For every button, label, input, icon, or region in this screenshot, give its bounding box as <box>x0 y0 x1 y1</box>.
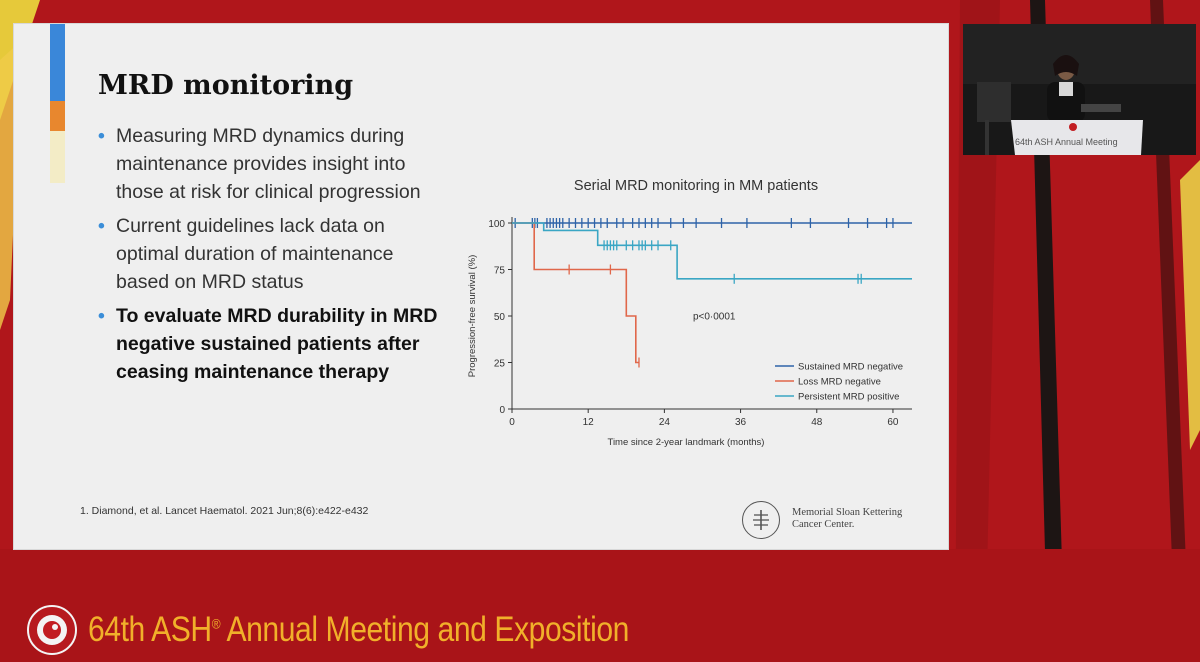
registered-mark: ® <box>211 615 221 632</box>
bullet-text: Current guidelines lack data on optimal … <box>116 215 394 293</box>
bullet-item: • To evaluate MRD durability in MRD negat… <box>96 302 446 386</box>
series-line-3 <box>512 222 912 280</box>
legend-label-1: Sustained MRD negative <box>798 362 903 373</box>
banner-title-main: 64th ASH <box>88 610 212 649</box>
p-value-annotation: p<0·0001 <box>693 312 736 323</box>
x-axis-label: Time since 2-year landmark (months) <box>608 437 765 448</box>
speaker-video: 64th ASH Annual Meeting <box>963 24 1196 155</box>
chart-title: Serial MRD monitoring in MM patients <box>574 178 818 194</box>
x-tick-label: 24 <box>659 417 671 428</box>
legend-label-3: Persistent MRD positive <box>798 392 899 403</box>
banner-title-rest: Annual Meeting and Exposition <box>220 610 629 649</box>
km-chart: Serial MRD monitoring in MM patients 0 25 5… <box>467 178 912 448</box>
slide-title: MRD monitoring <box>98 70 354 101</box>
reference-citation: 1. Diamond, et al. Lancet Haematol. 2021… <box>80 505 369 517</box>
accent-bar-orange <box>50 101 65 131</box>
bullet-list: • Measuring MRD dynamics during maintenan… <box>96 122 446 392</box>
x-tick-label: 0 <box>509 417 515 428</box>
x-tick-label: 48 <box>811 417 823 428</box>
bullet-item: • Measuring MRD dynamics during maintenan… <box>96 122 446 206</box>
legend-label-2: Loss MRD negative <box>798 377 881 388</box>
logo-line-2: Cancer Center. <box>792 519 855 530</box>
banner-title: 64th ASH® Annual Meeting and Exposition <box>88 610 629 650</box>
x-tick-label: 36 <box>735 417 747 428</box>
bullet-dot: • <box>98 215 105 237</box>
y-tick-label: 50 <box>494 312 506 323</box>
bullet-dot: • <box>98 305 105 327</box>
y-tick-label: 25 <box>494 359 506 370</box>
podium-text: 64th ASH Annual Meeting <box>1015 137 1118 147</box>
y-tick-label: 100 <box>488 219 505 230</box>
y-axis-label: Progression-free survival (%) <box>467 255 478 377</box>
accent-bar-cream <box>50 131 65 183</box>
y-tick-label: 75 <box>494 266 506 277</box>
mskcc-emblem-icon <box>742 501 780 539</box>
x-tick-label: 60 <box>887 417 899 428</box>
bullet-item: • Current guidelines lack data on optimal… <box>96 212 446 296</box>
bullet-text: To evaluate MRD durability in MRD negati… <box>116 305 438 383</box>
presentation-slide: MRD monitoring • Measuring MRD dynamics d… <box>14 24 948 549</box>
accent-bar-blue <box>50 24 65 101</box>
ash-seal-icon <box>26 604 78 656</box>
x-tick-label: 12 <box>583 417 595 428</box>
logo-line-1: Memorial Sloan Kettering <box>792 507 903 518</box>
bullet-text: Measuring MRD dynamics during maintenanc… <box>116 125 421 203</box>
mskcc-logo: Memorial Sloan Kettering Cancer Center. <box>742 501 942 541</box>
bullet-dot: • <box>98 125 105 147</box>
y-tick-label: 0 <box>499 405 505 416</box>
series-line-2 <box>512 222 639 364</box>
